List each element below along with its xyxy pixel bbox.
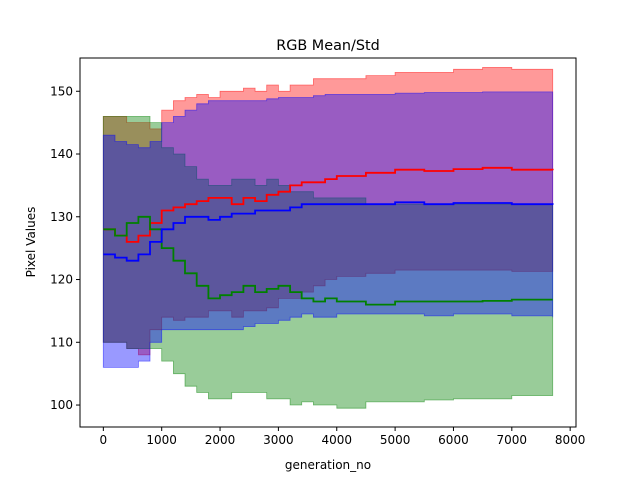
x-axis-ticks: 0 1000 2000 3000 4000 5000 6000 7000 8000: [100, 427, 586, 447]
y-tick-label: 120: [50, 273, 73, 287]
x-tick-label: 3000: [263, 433, 294, 447]
y-axis-ticks: 100 110 120 130 140 150: [50, 84, 80, 412]
y-tick-label: 150: [50, 84, 73, 98]
x-tick-label: 5000: [380, 433, 411, 447]
std-band-0: [102, 67, 554, 356]
x-tick-label: 8000: [555, 433, 586, 447]
mean-line-1: [103, 215, 553, 306]
x-tick-label: 4000: [321, 433, 352, 447]
y-tick-label: 130: [50, 210, 73, 224]
std-bands: [102, 67, 554, 409]
mean-line-2: [103, 201, 554, 262]
x-tick-label: 1000: [146, 433, 177, 447]
chart-title: RGB Mean/Std: [276, 38, 380, 54]
y-tick-label: 100: [50, 398, 73, 412]
x-tick-label: 2000: [205, 433, 236, 447]
x-tick-label: 0: [100, 433, 108, 447]
y-axis-label: Pixel Values: [24, 207, 38, 278]
plot-frame: [79, 57, 577, 428]
x-tick-label: 6000: [438, 433, 469, 447]
mean-lines: [103, 166, 554, 306]
y-tick-label: 140: [50, 147, 73, 161]
x-tick-label: 7000: [497, 433, 528, 447]
x-axis-label: generation_no: [285, 458, 371, 472]
y-tick-label: 110: [50, 335, 73, 349]
std-band-1: [102, 116, 554, 409]
mean-line-0: [103, 166, 554, 243]
